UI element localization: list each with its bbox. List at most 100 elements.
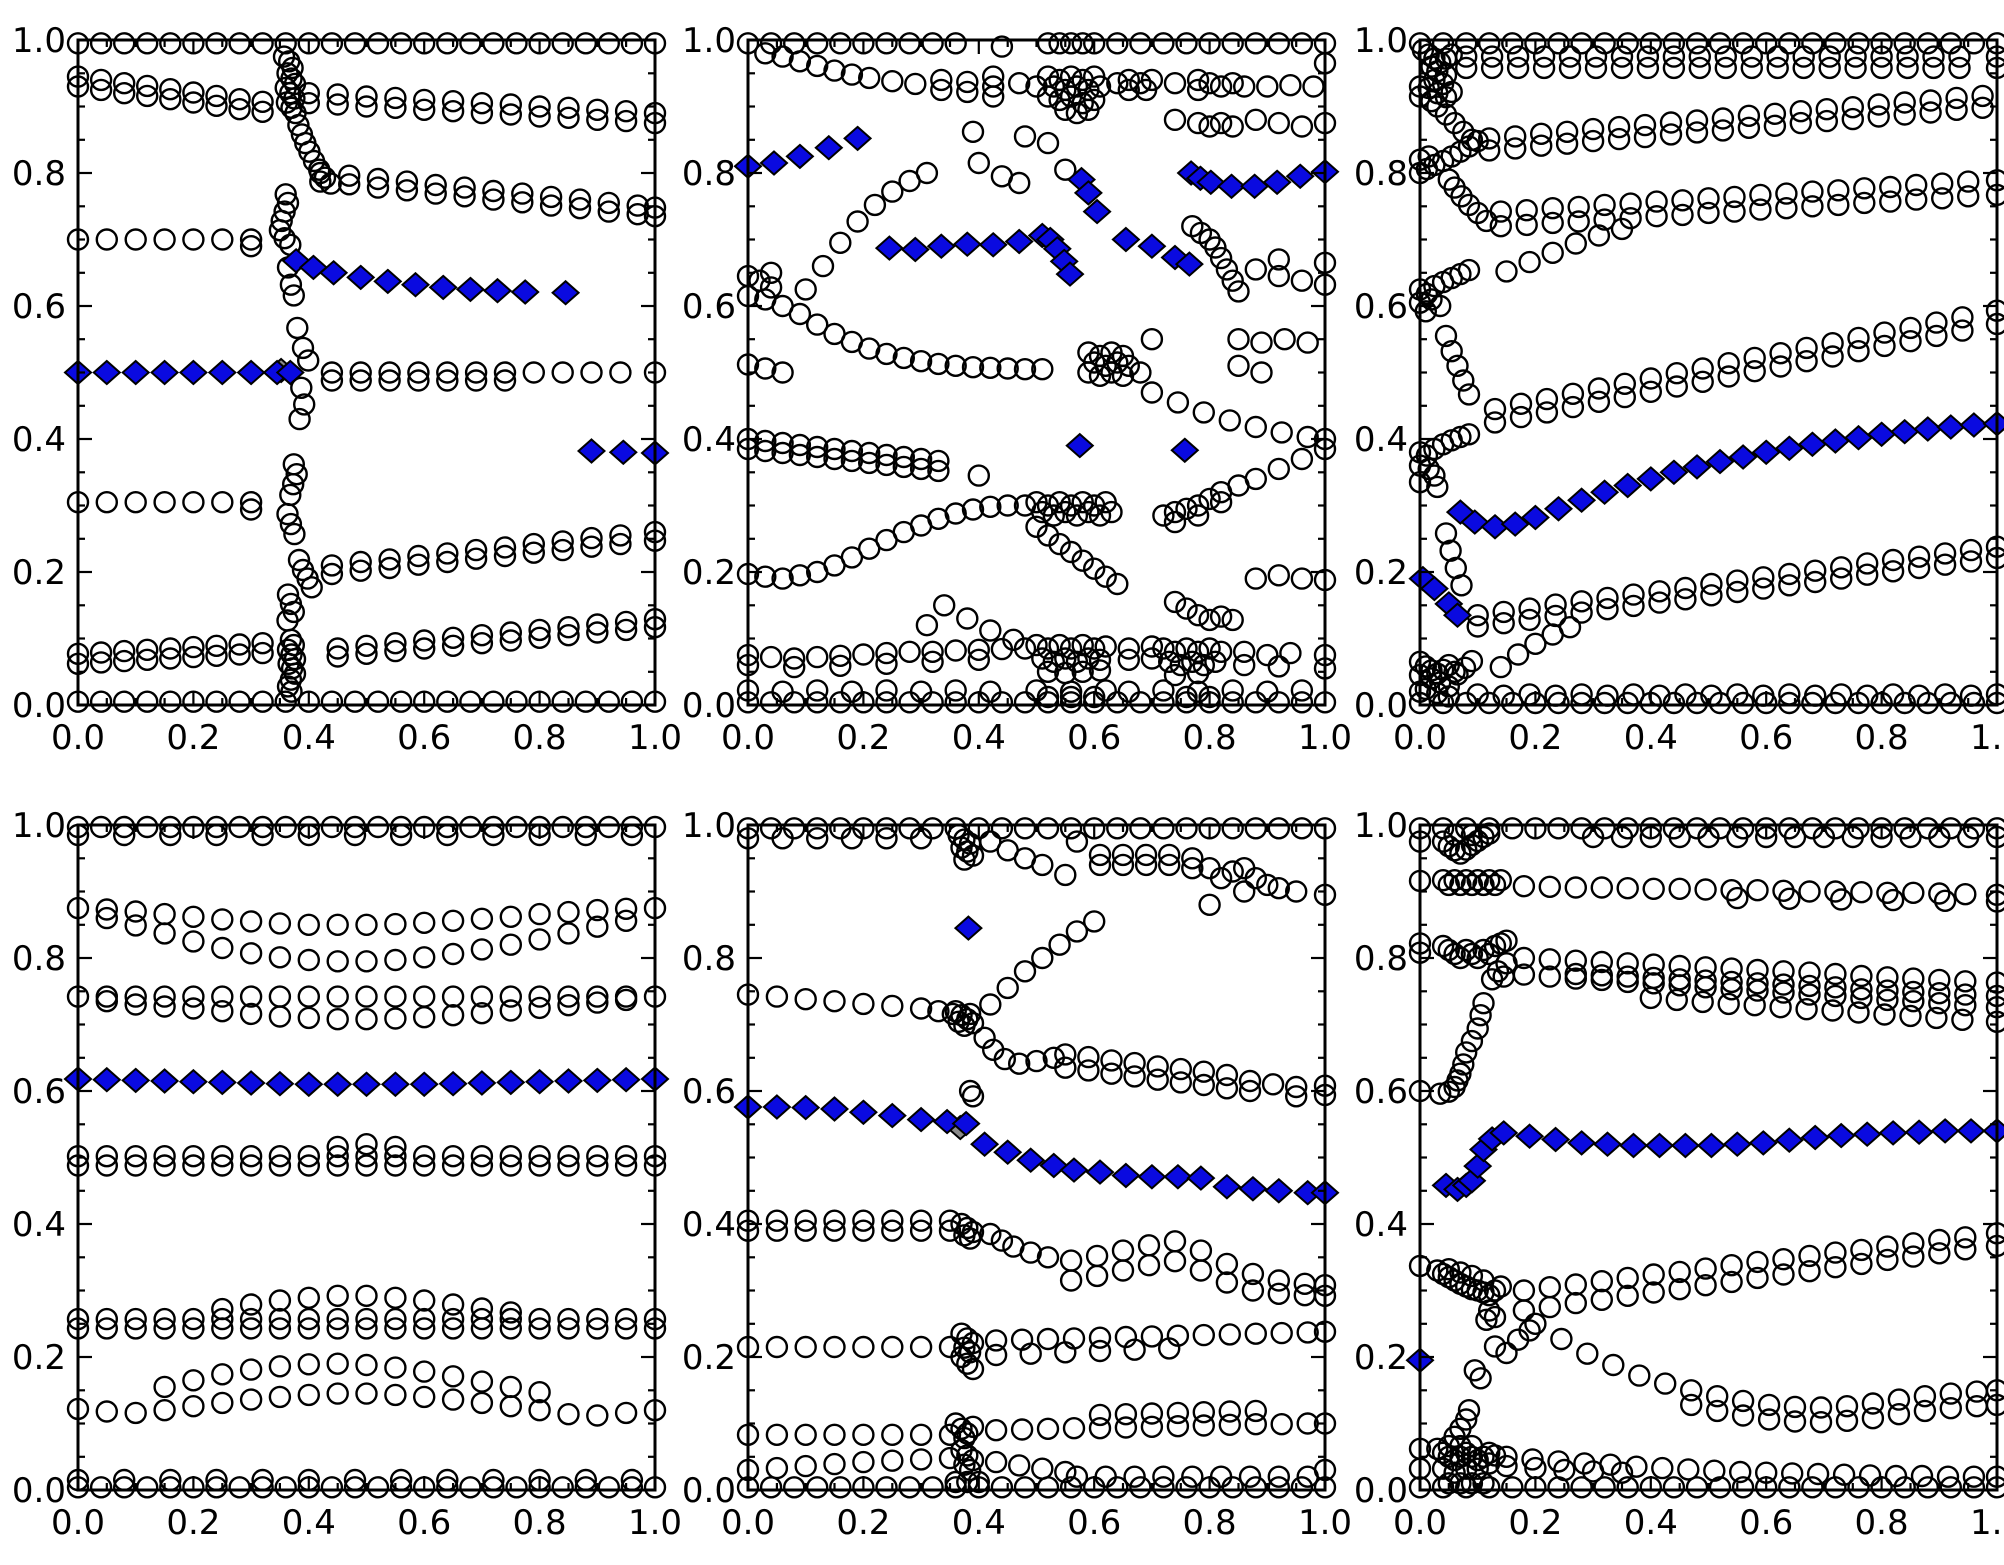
circle-marker: [1157, 1337, 1181, 1360]
circle-marker: [1639, 380, 1663, 403]
circle-marker: [1928, 968, 1951, 992]
circle-marker: [326, 1284, 349, 1308]
circle-marker: [846, 210, 869, 233]
circle-marker: [1460, 1434, 1484, 1458]
circle-marker: [1829, 556, 1853, 579]
circle-marker: [1431, 934, 1455, 958]
circle-marker: [1296, 1321, 1319, 1344]
circle-marker: [1821, 999, 1844, 1022]
circle-marker: [1454, 1476, 1478, 1499]
circle-marker: [124, 1154, 147, 1177]
subplot-3: 0.00.20.40.60.81.00.00.20.40.60.81.0: [1354, 21, 2004, 758]
circle-marker: [499, 1375, 522, 1399]
x-tick-label: 0.8: [513, 718, 567, 758]
circle-marker: [1036, 685, 1060, 709]
circle-marker: [1036, 32, 1060, 55]
circle-marker: [1117, 637, 1141, 660]
y-tick-label: 0.2: [1354, 553, 1408, 593]
circle-marker: [993, 1047, 1016, 1071]
x-tick-label: 0.2: [166, 1503, 220, 1543]
diamond-marker: [1644, 1132, 1675, 1159]
circle-marker: [759, 276, 783, 299]
diamond-marker: [1137, 1163, 1167, 1190]
circle-marker: [268, 946, 292, 969]
circle-marker: [1114, 1416, 1138, 1439]
circle-marker: [1071, 32, 1094, 55]
circle-marker: [1457, 258, 1481, 282]
circle-marker: [153, 902, 176, 926]
circle-marker: [1642, 877, 1665, 900]
circle-marker: [182, 985, 205, 1008]
circle-marker: [274, 1476, 297, 1499]
circle-marker: [159, 637, 182, 660]
circle-marker: [759, 1476, 783, 1499]
circle-marker: [1685, 121, 1709, 144]
x-tick-label: 0.0: [721, 1503, 775, 1543]
circle-marker: [280, 680, 303, 703]
circle-marker: [1596, 586, 1619, 610]
circle-marker: [909, 447, 933, 471]
circle-marker: [557, 1307, 580, 1331]
circle-marker: [1059, 1249, 1083, 1272]
circle-marker: [1483, 411, 1507, 434]
circle-marker: [1501, 817, 1524, 840]
x-tick-label: 1.0: [1970, 718, 2004, 758]
diamond-marker: [814, 134, 844, 161]
circle-marker: [990, 1476, 1014, 1499]
circle-marker: [464, 361, 488, 384]
circle-marker: [1054, 158, 1077, 181]
x-tick-label: 0.0: [51, 718, 105, 758]
circle-marker: [915, 614, 939, 637]
circle-marker: [326, 950, 349, 973]
diamond-marker: [932, 1108, 962, 1135]
circle-marker: [1449, 1261, 1472, 1284]
diamond-marker: [121, 1067, 151, 1094]
circle-marker: [205, 84, 228, 108]
circle-marker: [614, 909, 638, 932]
circle-marker: [1134, 853, 1158, 877]
circle-marker: [1778, 691, 1801, 715]
circle-marker: [355, 85, 378, 108]
circle-marker: [852, 1450, 875, 1474]
circle-marker: [1928, 1228, 1951, 1252]
x-tick-label: 0.6: [1067, 718, 1121, 758]
circle-marker: [211, 936, 234, 960]
circle-marker: [1590, 876, 1614, 899]
circle-marker: [159, 647, 182, 670]
circle-marker: [1186, 661, 1210, 685]
circle-marker: [281, 56, 304, 80]
circle-marker: [1772, 973, 1795, 996]
circle-marker: [1290, 32, 1314, 55]
y-tick-label: 0.4: [682, 420, 736, 460]
circle-marker: [557, 922, 580, 945]
circle-marker: [794, 1423, 817, 1447]
circle-marker: [441, 626, 465, 649]
circle-marker: [1077, 361, 1100, 384]
circle-marker: [1100, 1049, 1123, 1072]
circle-marker: [1025, 515, 1048, 538]
circle-marker: [614, 610, 638, 634]
circle-marker: [1783, 1410, 1807, 1433]
circle-marker: [464, 369, 488, 392]
circle-marker: [384, 1135, 407, 1159]
circle-marker: [424, 182, 447, 205]
circle-marker: [441, 1317, 465, 1340]
circle-marker: [1547, 1476, 1570, 1499]
circle-marker: [1221, 817, 1244, 840]
circle-marker: [378, 361, 401, 384]
circle-marker: [124, 491, 147, 514]
circle-marker: [1215, 1271, 1239, 1294]
circle-marker: [1737, 116, 1761, 140]
circle-marker: [1501, 32, 1524, 55]
circle-marker: [1749, 183, 1772, 207]
circle-marker: [413, 98, 436, 122]
circle-marker: [1215, 1252, 1239, 1276]
circle-marker: [1111, 843, 1135, 867]
circle-marker: [898, 32, 921, 55]
circle-marker: [1094, 635, 1117, 658]
circle-marker: [1175, 817, 1198, 840]
circle-marker: [1881, 560, 1905, 583]
circle-marker: [1835, 1394, 1859, 1418]
diamond-marker: [843, 125, 873, 152]
circle-marker: [290, 376, 313, 399]
